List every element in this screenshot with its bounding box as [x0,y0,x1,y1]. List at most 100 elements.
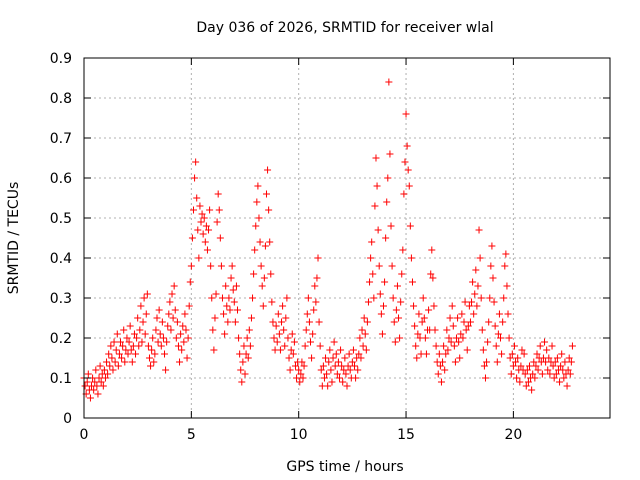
data-point [567,358,575,366]
data-point [106,362,114,370]
data-point [284,334,292,342]
data-point [532,362,540,370]
data-point [136,326,144,334]
data-point [410,302,418,310]
data-point [393,282,401,290]
data-point [556,378,564,386]
data-point [209,326,217,334]
data-point [348,358,356,366]
data-point [487,262,495,270]
data-point [247,314,255,322]
data-point [391,338,399,346]
data-point [514,354,522,362]
data-point [504,310,512,318]
data-point [279,302,287,310]
data-point [288,330,296,338]
data-point [322,354,330,362]
data-point [184,334,192,342]
data-point [560,374,568,382]
data-point [189,206,197,214]
data-point [170,282,178,290]
data-point [303,310,311,318]
data-point [468,298,476,306]
data-point [253,198,261,206]
data-point [297,370,305,378]
data-point [286,366,294,374]
data-point [505,334,513,342]
data-point [446,314,454,322]
data-point [522,382,530,390]
data-point [378,330,386,338]
data-point [118,354,126,362]
data-point [442,350,450,358]
data-point [492,342,500,350]
data-point [293,374,301,382]
y-tick-label: 0.1 [50,371,72,387]
data-point [329,354,337,362]
data-point [486,294,494,302]
data-point [458,310,466,318]
data-point [415,310,423,318]
data-point [549,362,557,370]
data-point [389,294,397,302]
data-point [252,222,260,230]
data-point [110,338,118,346]
data-point [130,330,138,338]
y-tick-label: 0 [63,411,72,427]
data-point [408,278,416,286]
data-point [375,262,383,270]
y-tick-label: 0.2 [50,331,72,347]
data-point [291,362,299,370]
data-point [124,350,132,358]
data-point [159,334,167,342]
data-point [236,350,244,358]
data-point [502,250,510,258]
data-point [436,362,444,370]
data-point [174,342,182,350]
data-point [456,354,464,362]
x-tick-label: 10 [290,427,308,443]
data-point [245,326,253,334]
data-point [231,318,239,326]
data-point [543,346,551,354]
data-point [363,318,371,326]
data-point [421,334,429,342]
data-point [268,298,276,306]
data-point [234,306,242,314]
data-point [497,334,505,342]
data-point [144,342,152,350]
data-point [491,322,499,330]
data-point [335,374,343,382]
x-axis-label: GPS time / hours [286,459,403,475]
data-point [481,374,489,382]
data-point [205,226,213,234]
data-point [259,302,267,310]
data-point [371,202,379,210]
data-point [558,350,566,358]
data-point [289,350,297,358]
data-point [195,254,203,262]
data-point [283,294,291,302]
data-point [299,374,307,382]
data-point [498,350,506,358]
data-point [228,262,236,270]
data-point [552,370,560,378]
data-point [257,262,265,270]
data-point [280,326,288,334]
data-point [298,358,306,366]
data-point [483,358,491,366]
data-point [364,298,372,306]
data-point [155,306,163,314]
data-point [141,330,149,338]
data-point [120,326,128,334]
data-point [272,322,280,330]
data-point [376,290,384,298]
data-point [452,334,460,342]
data-point [285,354,293,362]
data-point [404,166,412,174]
data-point [107,342,115,350]
data-point [218,294,226,302]
data-point [151,350,159,358]
data-point [182,326,190,334]
